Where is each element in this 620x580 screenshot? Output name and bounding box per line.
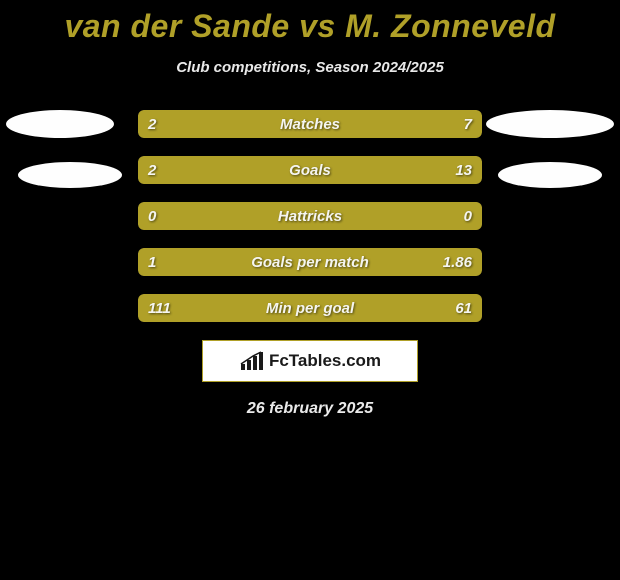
stat-row: 00Hattricks [138, 202, 482, 230]
stat-label: Goals [138, 156, 482, 184]
stat-label: Min per goal [138, 294, 482, 322]
player-ellipse-3 [498, 162, 602, 188]
player-ellipse-1 [486, 110, 614, 138]
page-title: van der Sande vs M. Zonneveld [0, 0, 620, 45]
stat-row: 27Matches [138, 110, 482, 138]
stat-label: Goals per match [138, 248, 482, 276]
stat-label: Matches [138, 110, 482, 138]
stat-label: Hattricks [138, 202, 482, 230]
page-subtitle: Club competitions, Season 2024/2025 [0, 59, 620, 76]
player-ellipse-0 [6, 110, 114, 138]
stat-row: 213Goals [138, 156, 482, 184]
stat-row: 11.86Goals per match [138, 248, 482, 276]
date-label: 26 february 2025 [0, 400, 620, 418]
stat-row: 11161Min per goal [138, 294, 482, 322]
bar-chart-icon [239, 350, 267, 372]
logo-text: FcTables.com [269, 351, 381, 371]
source-logo: FcTables.com [202, 340, 418, 382]
player-ellipse-2 [18, 162, 122, 188]
comparison-panel: 27Matches 213Goals 00Hattricks 11.86Goals p… [0, 110, 620, 322]
